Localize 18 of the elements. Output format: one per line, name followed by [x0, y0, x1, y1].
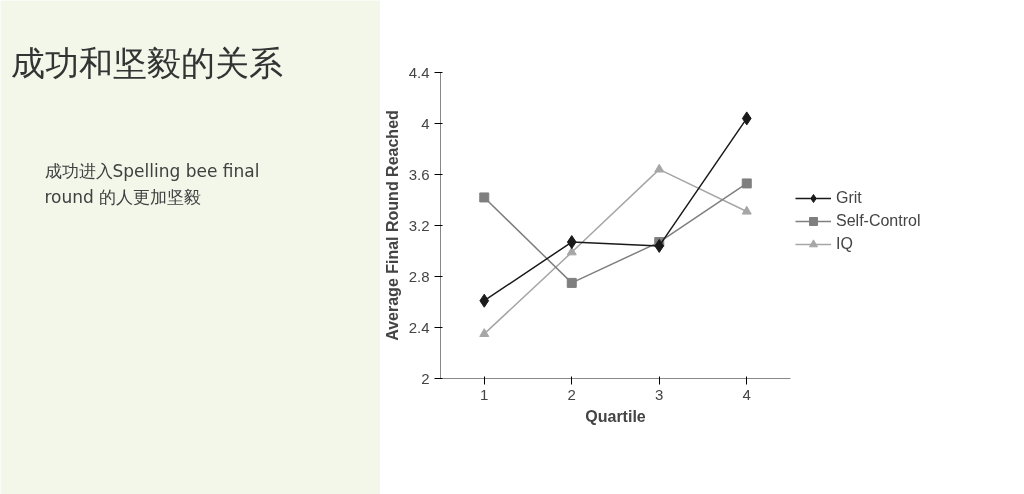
legend-label: IQ: [836, 235, 854, 253]
text: 成功进入Spelling bee final round 的人更加坚毅: [44, 160, 260, 207]
legend-label: Grit: [836, 189, 862, 207]
y-axis-title: Average Final Round Reached: [383, 110, 401, 341]
x-tick-label: 2: [567, 385, 576, 403]
x-tick-label: 1: [480, 385, 489, 403]
x-tick-label: 4: [742, 385, 751, 403]
y-tick-label: 4.4: [408, 63, 430, 81]
y-tick-label: 2: [421, 369, 430, 387]
x-axis-title: Quartile: [585, 407, 646, 425]
text: 成功和坚毅的关系: [10, 42, 283, 83]
legend-label: Self-Control: [836, 212, 921, 230]
y-tick-label: 4: [421, 114, 430, 132]
y-tick-label: 3.6: [408, 165, 430, 183]
x-tick-label: 3: [655, 385, 664, 403]
y-tick-label: 2.8: [408, 267, 430, 285]
y-tick-label: 3.2: [408, 216, 430, 234]
y-tick-label: 2.4: [408, 318, 430, 336]
